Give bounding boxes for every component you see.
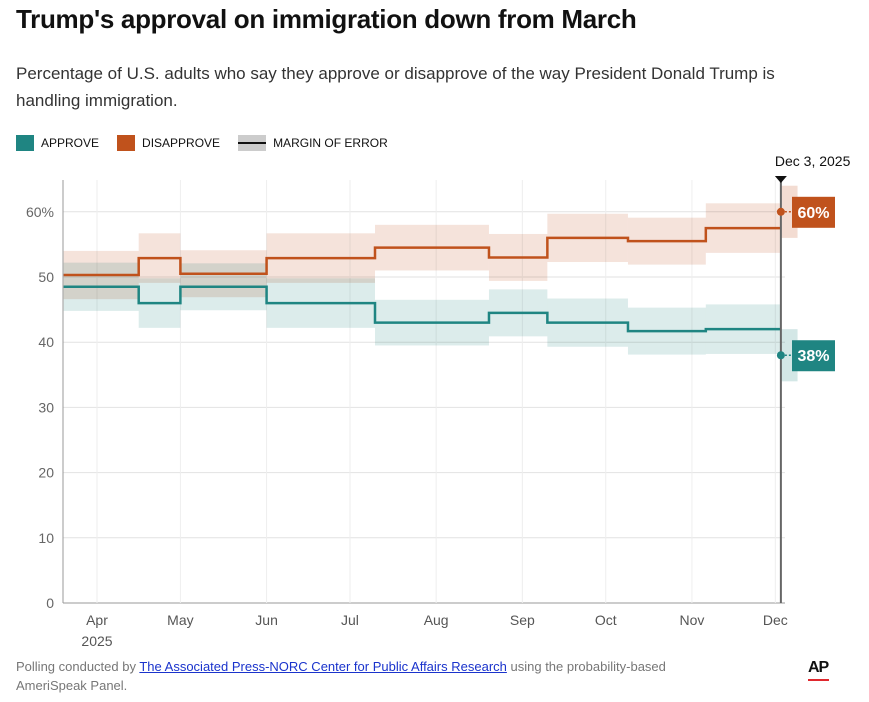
x-tick-label: May: [167, 612, 193, 628]
x-tick-label: Sep: [510, 612, 535, 628]
legend-approve-label: APPROVE: [41, 136, 100, 150]
y-tick-label: 60%: [26, 204, 54, 220]
latest-date-label: Dec 3, 2025: [775, 153, 851, 169]
ap-logo: AP: [808, 659, 829, 676]
y-tick-label: 50: [38, 269, 54, 285]
y-tick-label: 40: [38, 334, 54, 350]
chart: 0 10 20 30 40 50 60% Apr 2025 May Jun Jul Aug Sep Oct N…: [26, 153, 851, 649]
x-tick-label: Dec: [763, 612, 788, 628]
legend-disapprove-label: DISAPPROVE: [142, 136, 221, 150]
source-link[interactable]: The Associated Press-NORC Center for Pub…: [139, 659, 507, 674]
legend-moe: MARGIN OF ERROR: [238, 135, 388, 151]
latest-value-box-approve: [792, 340, 835, 372]
x-tick-label: Apr: [86, 612, 108, 628]
y-tick-label: 10: [38, 530, 54, 546]
latest-value-box-disapprove: [792, 196, 835, 228]
source-prefix: Polling conducted by: [16, 659, 140, 674]
x-tick-label: Jun: [255, 612, 278, 628]
x-tick-year: 2025: [81, 633, 112, 649]
latest-value-label-approve: 38%: [797, 348, 829, 365]
x-tick-label: Oct: [595, 612, 617, 628]
y-tick-label: 0: [46, 595, 54, 611]
x-tick-label: Jul: [341, 612, 359, 628]
latest-point-approve: [776, 351, 785, 360]
step-line-disapprove: [63, 226, 781, 277]
x-tick-label: Aug: [424, 612, 449, 628]
legend: APPROVE DISAPPROVE MARGIN OF ERROR: [16, 135, 406, 151]
latest-value-label-disapprove: 60%: [797, 205, 829, 222]
y-tick-label: 20: [38, 465, 54, 481]
chart-subtitle: Percentage of U.S. adults who say they a…: [16, 64, 775, 110]
legend-disapprove: DISAPPROVE: [117, 135, 220, 151]
ap-logo-underline: [808, 679, 829, 681]
legend-moe-label: MARGIN OF ERROR: [273, 136, 388, 150]
chart-title: Trump's approval on immigration down fro…: [16, 4, 637, 34]
source-note: Polling conducted by The Associated Pres…: [16, 657, 736, 695]
legend-approve: APPROVE: [16, 135, 99, 151]
disapprove-swatch: [117, 135, 136, 151]
latest-point-disapprove: [776, 207, 785, 216]
step-line-approve: [63, 285, 781, 333]
latest-marker-triangle-icon: [774, 176, 787, 183]
moe-swatch: [238, 135, 267, 151]
approve-swatch: [16, 135, 34, 151]
y-tick-label: 30: [38, 399, 54, 415]
x-tick-label: Nov: [679, 612, 704, 628]
source-suffix: using the probability-based AmeriSpeak P…: [16, 659, 666, 693]
